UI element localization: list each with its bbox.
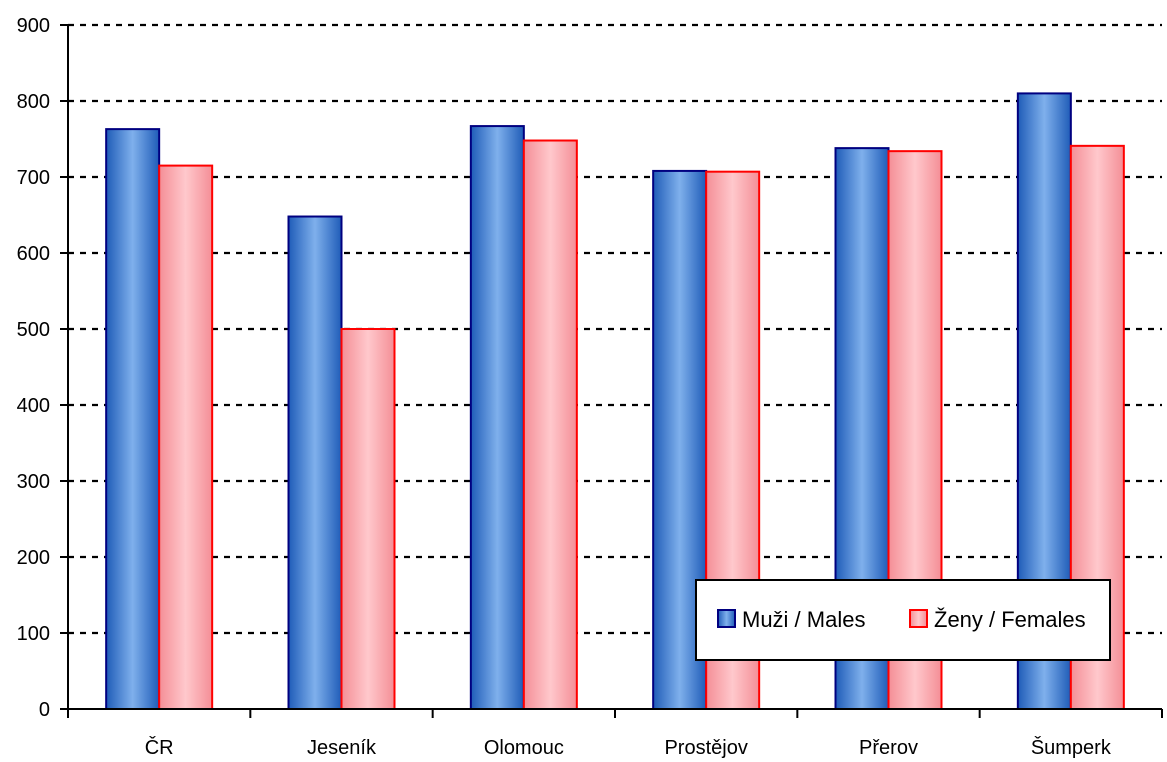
x-tick-label: Jeseník (307, 737, 377, 759)
y-tick-label: 400 (17, 395, 50, 417)
y-tick-label: 800 (17, 91, 50, 113)
axes: 0 100 200 300 400 500 600 700 800 900 ČR Jeseník Olo… (17, 15, 1163, 759)
y-tick-label: 900 (17, 15, 50, 37)
y-tick-label: 200 (17, 547, 50, 569)
y-tick-label: 100 (17, 623, 50, 645)
legend-label-females: Ženy / Females (934, 607, 1086, 632)
x-tick-label: Olomouc (484, 737, 564, 759)
legend-swatch-females (909, 609, 928, 628)
gridlines (68, 23, 1162, 635)
y-tick-label: 500 (17, 319, 50, 341)
x-tick-label: ČR (145, 736, 174, 759)
bar-females-0 (158, 164, 214, 711)
x-tick-label: Šumperk (1031, 736, 1112, 759)
x-tick-label: Prostějov (664, 737, 747, 759)
legend-box (695, 579, 1111, 661)
bar-males-0 (105, 128, 161, 710)
y-tick-label: 300 (17, 471, 50, 493)
legend: Muži / Males Ženy / Females (695, 579, 1111, 661)
bar-males-2 (469, 125, 525, 710)
y-tick-label: 600 (17, 243, 50, 265)
bar-males-1 (287, 215, 343, 711)
legend-label-males: Muži / Males (742, 607, 865, 632)
bar-females-2 (522, 139, 578, 710)
y-tick-label: 700 (17, 167, 50, 189)
legend-swatch-males (717, 609, 736, 628)
bar-females-1 (340, 328, 396, 710)
y-tick-label: 0 (39, 699, 50, 721)
x-tick-label: Přerov (859, 737, 918, 759)
